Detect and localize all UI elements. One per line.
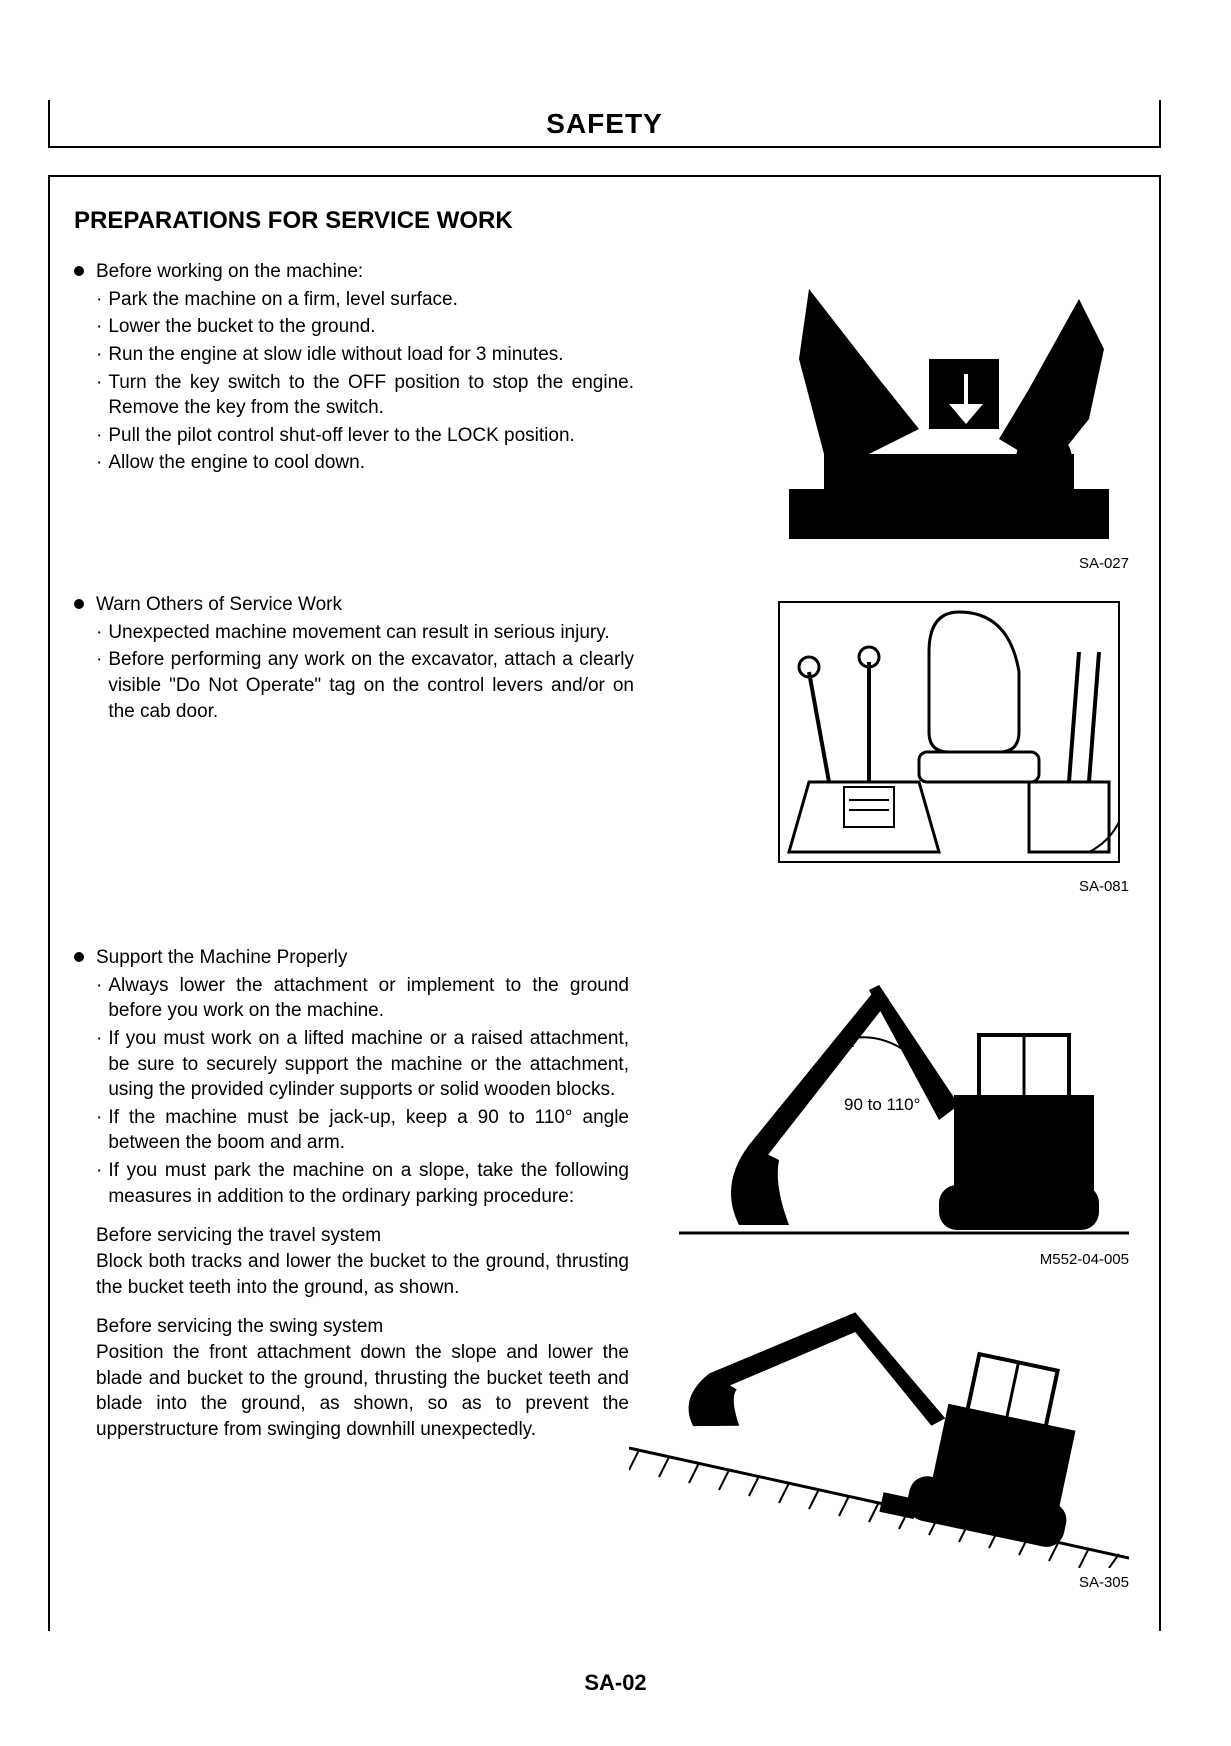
block1-item: Pull the pilot control shut-off lever to… bbox=[108, 423, 634, 449]
block2-item: Before performing any work on the excava… bbox=[108, 647, 634, 724]
dash-icon: · bbox=[96, 342, 102, 368]
row-2: Warn Others of Service Work ·Unexpected … bbox=[74, 592, 1139, 915]
block3-para1-body: Block both tracks and lower the bucket t… bbox=[96, 1249, 629, 1300]
figure-sa305-icon bbox=[629, 1298, 1129, 1568]
text-block-3: Support the Machine Properly ·Always low… bbox=[74, 945, 629, 1443]
dash-icon: · bbox=[96, 423, 102, 449]
row-1: Before working on the machine: ·Park the… bbox=[74, 259, 1139, 592]
block1-item: Lower the bucket to the ground. bbox=[108, 314, 634, 340]
figure-m552-icon: 90 to 110° bbox=[679, 945, 1129, 1245]
dash-icon: · bbox=[96, 973, 102, 1024]
block3-lead: Support the Machine Properly bbox=[96, 945, 347, 971]
block1-lead: Before working on the machine: bbox=[96, 259, 363, 285]
figure-sa027-icon bbox=[769, 259, 1129, 549]
block3-item: If the machine must be jack-up, keep a 9… bbox=[108, 1105, 629, 1156]
dash-icon: · bbox=[96, 370, 102, 421]
dash-icon: · bbox=[96, 1105, 102, 1156]
text-block-1: Before working on the machine: ·Park the… bbox=[74, 259, 634, 516]
block1-item: Park the machine on a firm, level surfac… bbox=[108, 287, 634, 313]
text-block-2: Warn Others of Service Work ·Unexpected … bbox=[74, 592, 634, 764]
figure-caption: SA-081 bbox=[634, 878, 1139, 895]
page: SAFETY PREPARATIONS FOR SERVICE WORK Bef… bbox=[0, 0, 1231, 1746]
block3-para2-body: Position the front attachment down the s… bbox=[96, 1340, 629, 1443]
block3-item: If you must work on a lifted machine or … bbox=[108, 1026, 629, 1103]
block3-para2-title: Before servicing the swing system bbox=[96, 1314, 629, 1340]
row-3: Support the Machine Properly ·Always low… bbox=[74, 945, 1139, 1611]
figure-caption: SA-027 bbox=[634, 555, 1139, 572]
figure-caption: SA-305 bbox=[629, 1574, 1139, 1591]
header-box: SAFETY bbox=[48, 100, 1161, 148]
dash-icon: · bbox=[96, 450, 102, 476]
dash-icon: · bbox=[96, 1026, 102, 1103]
section-heading: PREPARATIONS FOR SERVICE WORK bbox=[74, 207, 1139, 235]
block3-item: If you must park the machine on a slope,… bbox=[108, 1158, 629, 1209]
figure-sa081-icon bbox=[769, 592, 1129, 872]
block3-para1-title: Before servicing the travel system bbox=[96, 1223, 629, 1249]
block2-item: Unexpected machine movement can result i… bbox=[108, 620, 634, 646]
dash-icon: · bbox=[96, 647, 102, 724]
dash-icon: · bbox=[96, 1158, 102, 1209]
header-title: SAFETY bbox=[546, 108, 662, 139]
page-number: SA-02 bbox=[0, 1670, 1231, 1696]
block2-lead: Warn Others of Service Work bbox=[96, 592, 342, 618]
bullet-icon bbox=[74, 266, 84, 276]
figure-col-2: SA-081 bbox=[634, 592, 1139, 915]
figure-caption: M552-04-005 bbox=[629, 1251, 1139, 1268]
dash-icon: · bbox=[96, 287, 102, 313]
angle-annotation: 90 to 110° bbox=[844, 1095, 920, 1114]
bullet-icon bbox=[74, 952, 84, 962]
bullet-icon bbox=[74, 599, 84, 609]
block1-item: Turn the key switch to the OFF position … bbox=[108, 370, 634, 421]
figure-col-1: SA-027 bbox=[634, 259, 1139, 592]
block3-item: Always lower the attachment or implement… bbox=[108, 973, 629, 1024]
dash-icon: · bbox=[96, 314, 102, 340]
figure-col-3: 90 to 110° M552-04-005 bbox=[629, 945, 1139, 1611]
main-content: PREPARATIONS FOR SERVICE WORK Before wor… bbox=[48, 175, 1161, 1631]
block1-item: Allow the engine to cool down. bbox=[108, 450, 634, 476]
block1-item: Run the engine at slow idle without load… bbox=[108, 342, 634, 368]
dash-icon: · bbox=[96, 620, 102, 646]
